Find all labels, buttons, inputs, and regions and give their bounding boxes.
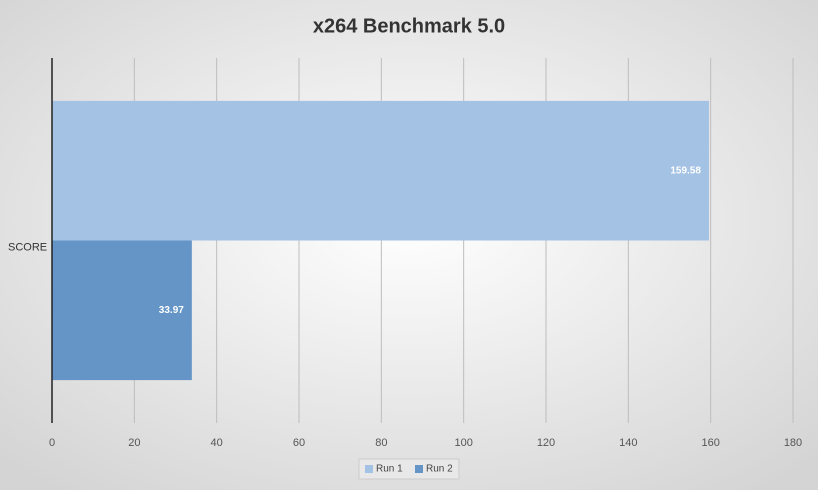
value-label: 33.97 <box>159 305 184 316</box>
x-tick-label: 40 <box>211 437 223 449</box>
legend-label: Run 2 <box>426 464 453 475</box>
x-tick-label: 60 <box>293 437 305 449</box>
x-tick-label: 120 <box>537 437 555 449</box>
x-tick-label: 180 <box>784 437 802 449</box>
legend-swatch <box>365 465 373 473</box>
x-tick-label: 20 <box>128 437 140 449</box>
legend-swatch <box>415 465 423 473</box>
bar <box>52 100 709 241</box>
x-tick-label: 100 <box>454 437 472 449</box>
x-tick-label: 80 <box>375 437 387 449</box>
legend-box <box>358 458 460 480</box>
bar <box>52 240 192 381</box>
y-tick-label: SCORE <box>8 241 47 253</box>
x-tick-label: 160 <box>701 437 719 449</box>
legend-label: Run 1 <box>376 464 403 475</box>
x-tick-label: 140 <box>619 437 637 449</box>
x-tick-label: 0 <box>49 437 55 449</box>
chart-title: x264 Benchmark 5.0 <box>313 15 505 37</box>
value-label: 159.58 <box>670 165 701 176</box>
